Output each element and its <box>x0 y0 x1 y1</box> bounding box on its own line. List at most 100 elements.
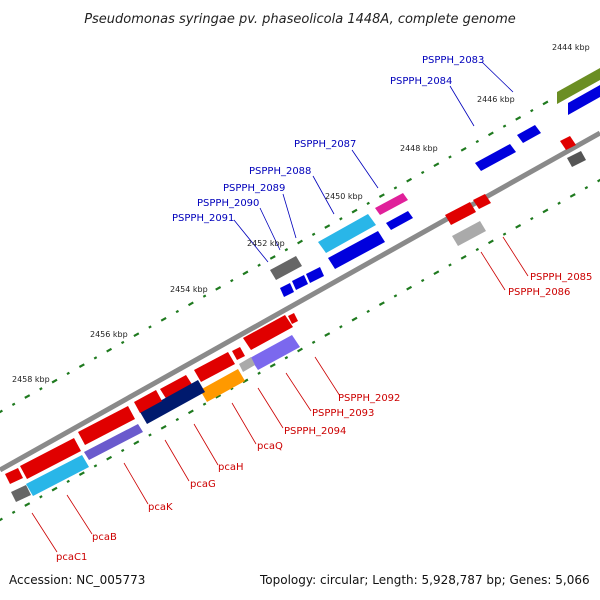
tick-mark <box>106 347 113 353</box>
gene-feature <box>280 283 294 297</box>
tick-mark <box>420 278 425 283</box>
gene-feature <box>306 267 324 283</box>
scale-label: 2450 kbp <box>325 192 363 201</box>
tick-mark <box>378 301 385 306</box>
gene-feature <box>239 357 255 372</box>
tick-mark <box>324 332 331 337</box>
gene-feature <box>375 193 408 215</box>
tick-mark <box>24 502 31 507</box>
tick-mark <box>311 232 316 236</box>
tick-mark <box>420 170 425 175</box>
figure-title: Pseudomonas syringae pv. phaseolicola 14… <box>84 12 516 27</box>
tick-mark <box>297 347 303 353</box>
tick-mark <box>24 394 31 399</box>
label-leaders <box>31 61 529 553</box>
gene-label: PSPPH_2094 <box>284 426 346 437</box>
tick-mark <box>148 325 152 329</box>
tick-mark <box>569 193 576 198</box>
scale-label: 2458 kbp <box>12 375 50 384</box>
gene-label: PSPPH_2090 <box>197 198 259 209</box>
tick-mark <box>366 201 370 206</box>
gene-feature <box>140 380 205 424</box>
tick-mark <box>230 278 234 283</box>
gene-label: pcaK <box>148 502 173 513</box>
gene-feature <box>328 231 385 269</box>
gene-feature <box>200 369 245 402</box>
gene-feature <box>160 375 193 400</box>
gene-feature <box>84 424 143 460</box>
tick-mark <box>202 294 207 298</box>
gene-feature <box>386 211 413 230</box>
tick-mark <box>448 263 452 267</box>
tick-mark <box>120 340 125 345</box>
gene-feature <box>475 144 516 171</box>
leader-line <box>123 462 149 505</box>
tick-mark <box>160 424 167 430</box>
leader-line <box>259 207 281 251</box>
tick-mark <box>502 232 507 236</box>
tick-mark <box>351 208 358 214</box>
tick-mark <box>202 402 207 406</box>
tick-mark <box>51 486 58 492</box>
tick-mark <box>269 255 276 260</box>
scale-label: 2452 kbp <box>247 239 285 248</box>
gene-label: pcaG <box>190 479 216 490</box>
leader-line <box>449 85 475 127</box>
tick-mark <box>530 108 534 113</box>
gene-feature <box>243 315 293 350</box>
tick-mark <box>475 139 480 144</box>
tick-mark <box>66 371 70 376</box>
gene-feature <box>567 151 586 167</box>
gene-feature <box>270 256 302 280</box>
tick-mark <box>93 464 98 468</box>
gene-label: PSPPH_2092 <box>338 393 400 404</box>
tick-mark <box>433 270 440 276</box>
tick-mark <box>324 224 331 229</box>
tick-mark <box>448 155 452 159</box>
gene-label: PSPPH_2091 <box>172 213 234 224</box>
tick-mark <box>269 363 276 368</box>
tick-mark <box>502 124 507 128</box>
leader-line <box>312 175 335 215</box>
tick-mark <box>406 285 413 291</box>
leader-line <box>351 149 379 189</box>
gene-label: PSPPH_2083 <box>422 55 484 66</box>
tick-mark <box>78 363 85 368</box>
tick-mark <box>339 217 343 221</box>
genome-backbone <box>0 130 600 473</box>
tick-mark <box>242 270 249 276</box>
gene-feature <box>134 390 162 413</box>
tick-mark <box>366 309 370 314</box>
tick-mark <box>339 325 343 329</box>
gene-feature <box>452 221 486 246</box>
tick-mark <box>0 409 3 414</box>
leader-line <box>231 402 257 445</box>
tick-mark <box>460 254 467 260</box>
tick-mark <box>530 216 534 221</box>
tick-mark <box>39 387 43 391</box>
tick-mark <box>487 131 494 137</box>
tick-mark <box>187 301 194 307</box>
gene-feature <box>517 125 541 143</box>
tick-mark <box>515 224 522 229</box>
tick-mark <box>187 409 194 415</box>
tick-mark <box>515 116 522 121</box>
tick-mark <box>106 455 113 461</box>
gene-feature <box>20 438 81 479</box>
gene-feature <box>26 455 89 496</box>
accession-text: Accession: NC_005773 <box>9 573 146 587</box>
leader-line <box>314 356 341 397</box>
tick-mark <box>284 356 289 360</box>
tick-mark <box>297 239 303 245</box>
tick-mark <box>93 356 98 360</box>
tick-mark <box>175 417 180 422</box>
tick-mark <box>284 248 289 252</box>
tick-mark <box>160 316 167 322</box>
gene-label: PSPPH_2087 <box>294 139 356 150</box>
leader-line <box>233 219 269 263</box>
gene-label: PSPPH_2093 <box>312 408 374 419</box>
tick-mark <box>557 201 561 205</box>
leader-line <box>502 236 529 277</box>
gene-label: pcaH <box>218 462 244 473</box>
